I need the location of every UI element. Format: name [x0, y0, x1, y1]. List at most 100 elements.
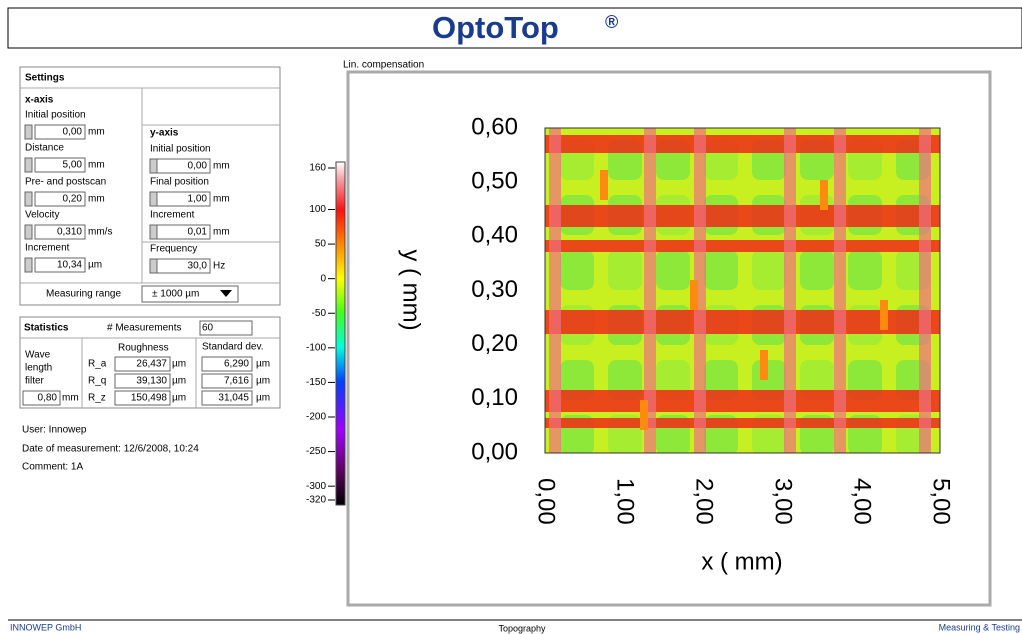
x-tick-label: 4,00 [849, 478, 876, 525]
screen: OptoTop ® Settings x-axis y-axis Initial posi… [0, 0, 1022, 634]
y-tick-label: 0,30 [471, 276, 518, 303]
stddev-header: Standard dev. [202, 342, 264, 353]
y-tick-label: 0,00 [471, 438, 518, 465]
heat-spot [760, 350, 768, 380]
stddev-value: 7,616 [224, 376, 249, 387]
roughness-unit: µm [172, 359, 186, 370]
colorbar-tick-label: -200 [306, 412, 326, 423]
colorbar-tick-label: -300 [306, 481, 326, 492]
roughness-unit: µm [172, 393, 186, 404]
roughness-header: Roughness [118, 343, 169, 354]
spinner[interactable] [25, 258, 32, 272]
heat-band [545, 418, 940, 428]
filter-label: length [25, 363, 52, 374]
x-tick-label: 0,00 [533, 478, 560, 525]
heat-spot [600, 170, 608, 200]
heat-ridge [549, 128, 561, 453]
app-title: OptoTop [432, 10, 559, 45]
y-tick-label: 0,60 [471, 113, 518, 140]
field-label: Initial position [25, 110, 86, 121]
measurements-label: # Measurements [107, 323, 181, 334]
statistics-title: Statistics [24, 323, 69, 334]
stddev-unit: µm [256, 376, 270, 387]
heat-band [545, 390, 940, 412]
spinner[interactable] [150, 192, 157, 206]
y-axis-label: y ( mm) [398, 249, 425, 330]
row-name: R_a [88, 359, 107, 370]
registered-mark: ® [605, 12, 618, 32]
roughness-value: 150,498 [131, 393, 168, 404]
x-axis-label: x ( mm) [701, 548, 782, 575]
input-unit: µm [88, 260, 102, 271]
filter-label: filter [25, 376, 45, 387]
spinner[interactable] [25, 158, 32, 172]
stddev-value: 31,045 [218, 393, 249, 404]
y-tick-label: 0,20 [471, 330, 518, 357]
field-label: Increment [25, 243, 70, 254]
input-value: 30,0 [188, 261, 208, 272]
settings-title: Settings [25, 73, 65, 84]
input-value: 0,00 [63, 127, 83, 138]
field-label: Distance [25, 143, 64, 154]
heat-spot [690, 280, 698, 310]
input-value: 0,01 [188, 227, 208, 238]
input-value: 1,00 [188, 194, 208, 205]
measuring-range-value: ± 1000 µm [152, 289, 199, 300]
input-value: 0,20 [63, 194, 83, 205]
filter-value: 0,80 [38, 393, 58, 404]
stddev-unit: µm [256, 359, 270, 370]
heat-cell [608, 250, 642, 290]
heat-cell [560, 250, 594, 290]
plot-caption: Lin. compensation [343, 60, 424, 71]
stddev-unit: µm [256, 393, 270, 404]
input-value: 10,34 [57, 260, 82, 271]
spinner[interactable] [150, 159, 157, 173]
field-label: Pre- and postscan [25, 177, 106, 188]
row-name: R_z [88, 393, 106, 404]
heat-cell [752, 250, 786, 290]
roughness-value: 39,130 [136, 376, 167, 387]
colorbar-tick-label: -150 [306, 377, 326, 388]
heat-ridge [784, 128, 796, 453]
input-value: 5,00 [63, 160, 83, 171]
heat-spot [820, 180, 828, 210]
heat-spot [880, 300, 888, 330]
field-label: Increment [150, 210, 195, 221]
measuring-range-label: Measuring range [46, 289, 121, 300]
roughness-unit: µm [172, 376, 186, 387]
colorbar-tick-label: -100 [306, 342, 326, 353]
spinner[interactable] [25, 125, 32, 139]
field-label: Frequency [150, 244, 197, 255]
input-unit: mm/s [88, 227, 112, 238]
input-unit: mm [88, 127, 105, 138]
spinner[interactable] [25, 192, 32, 206]
colorbar-tick-label: -320 [306, 495, 326, 506]
spinner[interactable] [150, 259, 157, 273]
input-unit: Hz [213, 261, 225, 272]
filter-label: Wave [25, 350, 51, 361]
spinner[interactable] [150, 225, 157, 239]
heat-ridge [834, 128, 846, 453]
colorbar-tick-label: -50 [312, 308, 327, 319]
measurements-value: 60 [202, 323, 214, 334]
colorbar-tick-label: 100 [309, 204, 326, 215]
info-line: Date of measurement: 12/6/2008, 10:24 [22, 444, 199, 455]
x-axis-title: x-axis [25, 95, 54, 106]
info-line: Comment: 1A [22, 462, 83, 473]
colorbar-tick-label: 160 [309, 163, 326, 174]
input-value: 0,310 [57, 227, 82, 238]
y-axis-title: y-axis [150, 128, 179, 139]
input-value: 0,00 [188, 161, 208, 172]
heat-spot [640, 400, 648, 430]
footer-right: Measuring & Testing [939, 622, 1020, 632]
heat-cell [656, 250, 690, 290]
stddev-value: 6,290 [224, 359, 249, 370]
x-tick-label: 3,00 [770, 478, 797, 525]
heat-band [545, 240, 940, 252]
y-tick-label: 0,50 [471, 168, 518, 195]
input-unit: mm [213, 161, 230, 172]
y-tick-label: 0,10 [471, 384, 518, 411]
y-tick-label: 0,40 [471, 222, 518, 249]
spinner[interactable] [25, 225, 32, 239]
input-unit: mm [213, 194, 230, 205]
